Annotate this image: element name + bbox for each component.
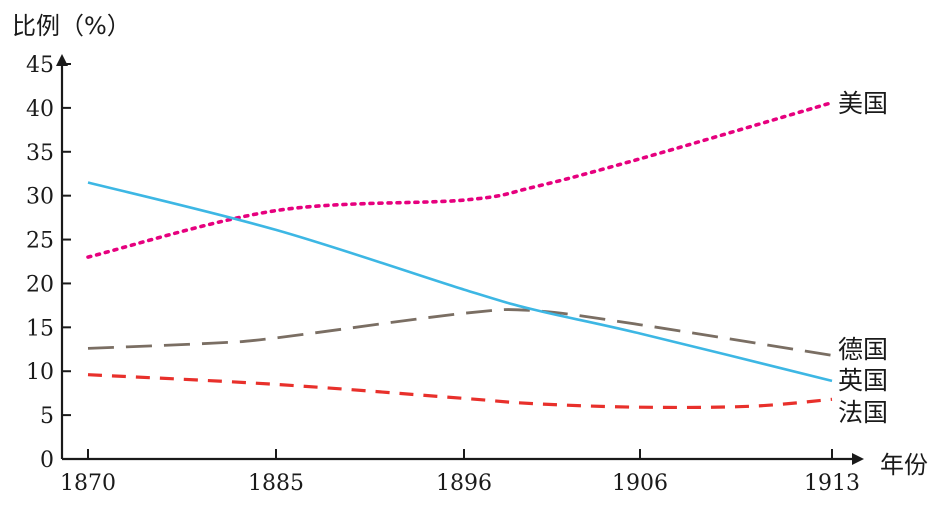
series-group — [86, 100, 834, 410]
y-ticks: 0 5 10 15 20 25 30 35 40 45 — [26, 53, 71, 473]
series-line-france — [87, 373, 833, 410]
y-tick-label: 20 — [26, 272, 54, 297]
y-tick-label: 0 — [40, 448, 54, 473]
x-axis-arrow — [852, 453, 864, 465]
y-tick-label: 35 — [26, 141, 54, 166]
x-tick-label: 1870 — [60, 471, 116, 496]
y-tick-label: 10 — [26, 360, 54, 385]
series-label-germany: 德国 — [838, 335, 888, 364]
y-axis-label: 比例（%） — [12, 12, 131, 40]
series-line-usa — [86, 100, 834, 259]
y-tick-label: 5 — [40, 404, 54, 429]
series-line-uk — [87, 181, 833, 383]
y-tick-label: 45 — [26, 53, 54, 78]
x-tick-label: 1885 — [248, 471, 304, 496]
y-tick-label: 15 — [26, 316, 54, 341]
y-tick-label: 30 — [26, 185, 54, 210]
series-label-usa: 美国 — [838, 89, 888, 118]
x-tick-label: 1906 — [612, 471, 668, 496]
y-tick-label: 25 — [26, 229, 54, 254]
x-tick-label: 1896 — [436, 471, 492, 496]
series-label-france: 法国 — [838, 398, 888, 427]
axes — [56, 54, 864, 465]
y-tick-label: 40 — [26, 97, 54, 122]
series-label-uk: 英国 — [838, 366, 888, 395]
x-tick-label: 1913 — [804, 471, 860, 496]
x-ticks: 1870 1885 1896 1906 1913 — [60, 449, 860, 496]
x-axis-label: 年份 — [880, 451, 928, 479]
series-line-germany — [87, 308, 833, 357]
